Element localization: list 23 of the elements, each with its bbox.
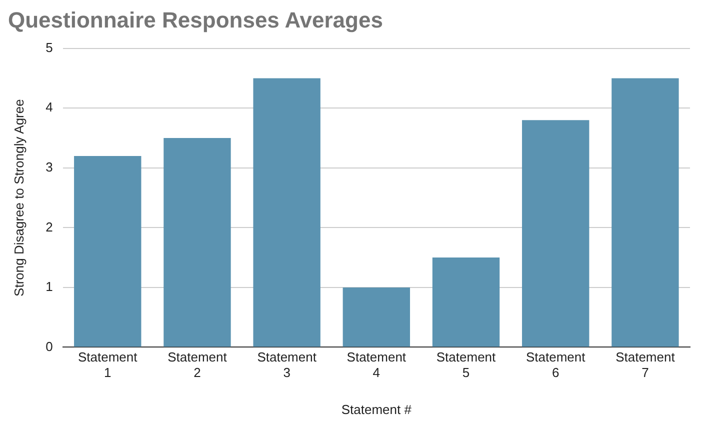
y-tick-label: 2 xyxy=(46,219,53,234)
bar xyxy=(432,258,500,347)
x-tick-label: Statement 1 xyxy=(78,350,138,380)
bar xyxy=(612,78,679,347)
x-tick-label: Statement 4 xyxy=(346,350,406,380)
bar xyxy=(522,120,590,347)
y-axis-title: Strong Disagree to Strongly Agree xyxy=(11,99,26,296)
x-tick-label: Statement 2 xyxy=(168,350,228,380)
bar xyxy=(253,78,320,347)
y-tick-label: 1 xyxy=(46,279,53,294)
x-axis-title: Statement # xyxy=(341,402,412,417)
x-tick-label: Statement 6 xyxy=(526,350,586,380)
x-tick-label: Statement 3 xyxy=(257,350,317,380)
x-tick-label: Statement 7 xyxy=(616,350,676,380)
y-tick-label: 4 xyxy=(46,100,53,115)
bar xyxy=(342,287,410,347)
bar xyxy=(74,156,142,347)
bar xyxy=(164,138,231,347)
y-tick-label: 5 xyxy=(46,40,53,55)
y-tick-label: 0 xyxy=(46,338,53,354)
chart-title: Questionnaire Responses Averages xyxy=(8,7,383,32)
x-tick-label: Statement 5 xyxy=(436,350,496,380)
y-tick-label: 3 xyxy=(46,160,53,174)
